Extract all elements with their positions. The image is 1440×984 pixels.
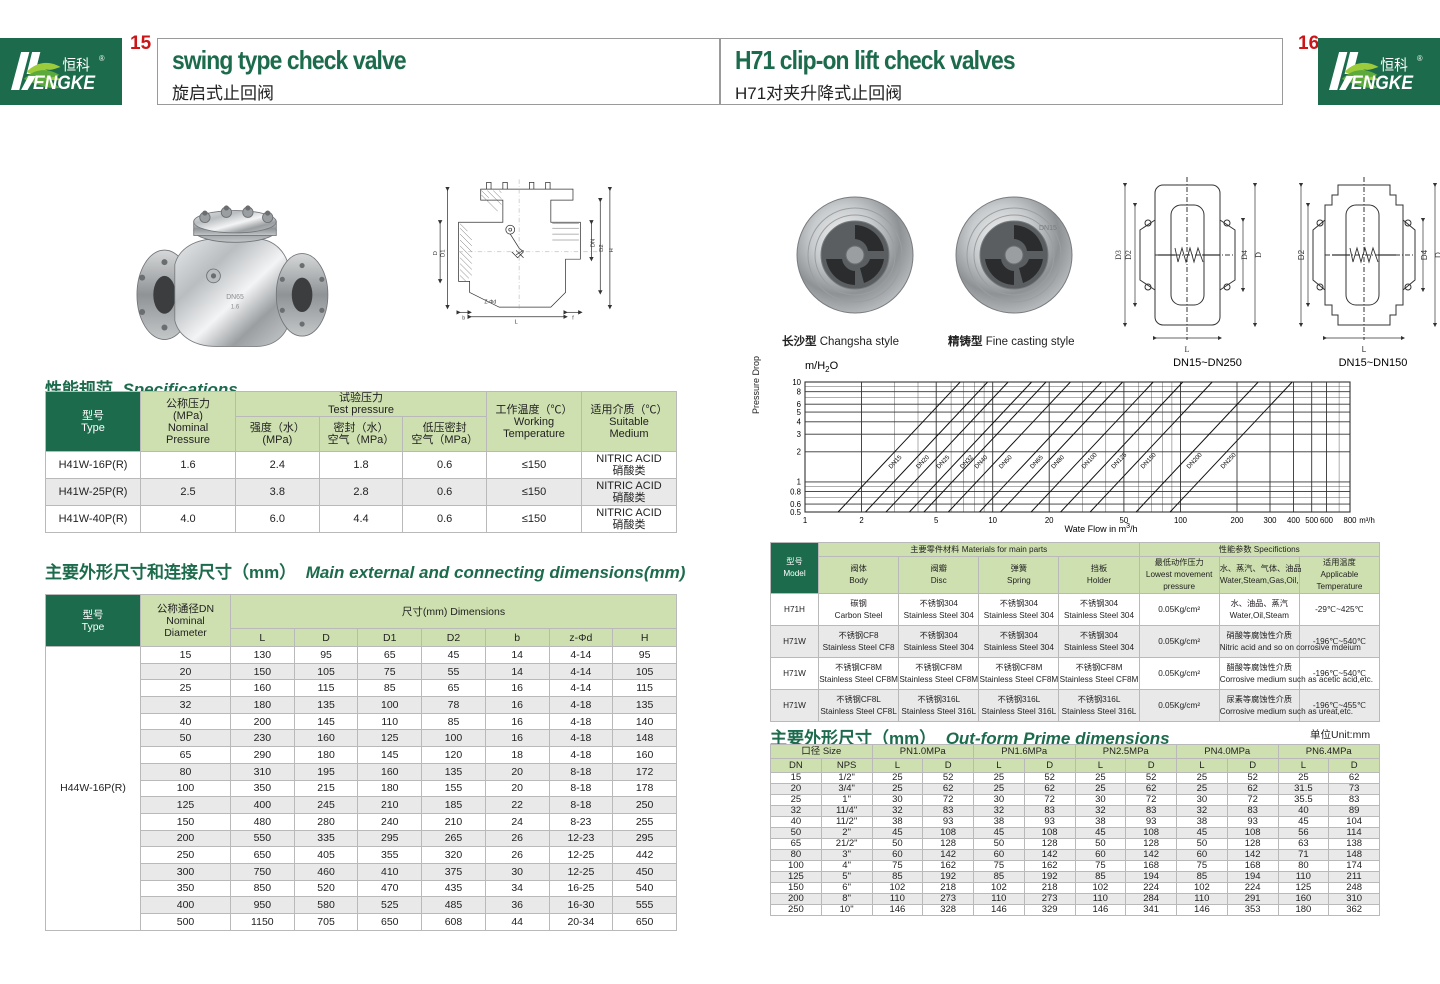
svg-text:500: 500	[1305, 516, 1319, 525]
svg-text:恒科: 恒科	[1380, 56, 1407, 74]
svg-text:5: 5	[934, 516, 939, 525]
svg-text:H: H	[609, 248, 615, 252]
svg-text:L: L	[515, 319, 519, 325]
svg-text:1: 1	[803, 516, 807, 525]
svg-text:600: 600	[1320, 516, 1334, 525]
svg-text:DN: DN	[590, 239, 596, 248]
svg-text:D: D	[433, 251, 439, 255]
svg-text:6: 6	[797, 400, 801, 409]
svg-text:1.6: 1.6	[231, 305, 240, 311]
svg-text:4: 4	[797, 418, 802, 427]
svg-text:D4: D4	[1420, 249, 1429, 260]
svg-text:0.5: 0.5	[790, 508, 802, 517]
svg-text:50: 50	[1120, 516, 1129, 525]
svg-text:300: 300	[1263, 516, 1277, 525]
svg-text:DN125: DN125	[1110, 451, 1129, 470]
svg-text:100: 100	[1174, 516, 1188, 525]
svg-text:10: 10	[988, 516, 997, 525]
svg-text:200: 200	[1230, 516, 1244, 525]
svg-text:1: 1	[797, 478, 801, 487]
svg-text:D1: D1	[441, 250, 447, 258]
svg-text:f: f	[572, 316, 574, 322]
svg-text:3: 3	[797, 430, 801, 439]
svg-text:10: 10	[792, 378, 801, 387]
svg-text:0.8: 0.8	[790, 488, 801, 497]
svg-text:DN100: DN100	[1080, 451, 1099, 470]
svg-text:DN15: DN15	[1039, 225, 1057, 232]
svg-text:D2: D2	[1124, 250, 1133, 260]
svg-text:ENGKE: ENGKE	[1351, 71, 1414, 93]
svg-text:D: D	[1434, 252, 1440, 258]
svg-text:D2: D2	[1298, 249, 1306, 260]
svg-text:D: D	[1254, 252, 1263, 258]
svg-text:20: 20	[1045, 516, 1054, 525]
svg-text:D4: D4	[1240, 250, 1249, 260]
svg-text:Z-Φd: Z-Φd	[484, 299, 496, 305]
svg-text:ENGKE: ENGKE	[33, 71, 96, 93]
svg-text:2: 2	[797, 448, 801, 457]
svg-text:DN150: DN150	[1139, 451, 1158, 470]
svg-text:D2: D2	[599, 244, 605, 252]
svg-text:®: ®	[99, 54, 105, 63]
svg-text:®: ®	[1417, 54, 1423, 63]
svg-text:5: 5	[797, 408, 802, 417]
svg-text:8: 8	[797, 388, 801, 397]
svg-text:DN65: DN65	[226, 294, 244, 301]
svg-text:恒科: 恒科	[62, 56, 89, 74]
svg-text:DN200: DN200	[1185, 451, 1204, 470]
svg-text:L: L	[1362, 345, 1367, 354]
svg-text:800: 800	[1343, 516, 1357, 525]
svg-text:m³/h: m³/h	[1359, 516, 1375, 525]
svg-text:D3: D3	[1115, 250, 1123, 260]
svg-text:2: 2	[859, 516, 863, 525]
svg-text:b: b	[462, 316, 465, 322]
svg-text:400: 400	[1287, 516, 1301, 525]
svg-text:DN250: DN250	[1219, 451, 1238, 470]
svg-text:L: L	[1185, 345, 1190, 354]
svg-text:0.6: 0.6	[790, 500, 801, 509]
